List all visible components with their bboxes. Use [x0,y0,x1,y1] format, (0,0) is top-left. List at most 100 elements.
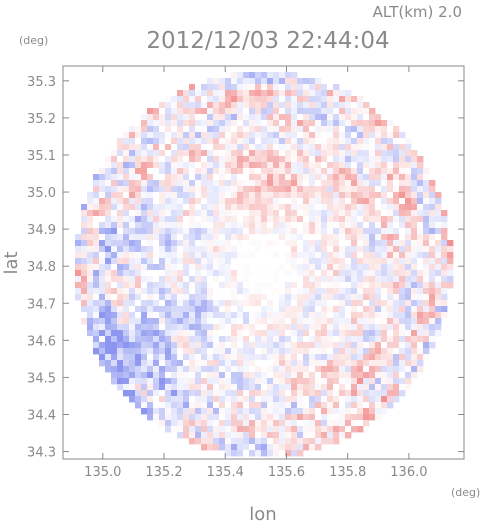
radar-cell [243,426,250,433]
radar-cell [357,390,364,397]
radar-cell [405,168,412,175]
radar-cell [201,312,208,319]
radar-cell [117,180,124,187]
radar-cell [165,354,172,361]
radar-cell [369,276,376,283]
radar-cell [87,282,94,289]
radar-cell [291,174,298,181]
radar-cell [357,150,364,157]
radar-cell [147,360,154,367]
radar-cell [123,318,130,325]
radar-cell [219,96,226,103]
radar-cell [213,216,220,223]
radar-cell [369,246,376,253]
y-tick-label: 34.4 [27,409,56,424]
radar-cell [261,444,268,451]
radar-cell [213,438,220,445]
radar-cell [129,270,136,277]
radar-cell [339,390,346,397]
radar-cell [291,294,298,301]
radar-cell [135,156,142,163]
radar-cell [423,276,430,283]
radar-cell [291,318,298,325]
radar-cell [267,192,274,199]
radar-cell [213,408,220,415]
radar-cell [87,318,94,325]
radar-cell [117,216,124,223]
radar-cell [219,318,226,325]
radar-cell [171,234,178,241]
radar-cell [225,372,232,379]
radar-cell [207,168,214,175]
radar-cell [267,414,274,421]
radar-cell [411,348,418,355]
radar-cell [423,192,430,199]
radar-cell [243,348,250,355]
radar-cell [339,126,346,133]
radar-cell [141,150,148,157]
radar-cell [147,234,154,241]
radar-cell [249,276,256,283]
radar-cell [375,174,382,181]
radar-cell [189,420,196,427]
radar-cell [375,258,382,265]
radar-cell [363,390,370,397]
radar-cell [267,420,274,427]
radar-cell [123,162,130,169]
radar-cell [339,342,346,349]
radar-cell [279,240,286,247]
radar-cell [435,234,442,241]
radar-cell [231,252,238,259]
radar-cell [237,354,244,361]
radar-cell [159,324,166,331]
radar-cell [363,246,370,253]
radar-cell [147,288,154,295]
radar-cell [279,324,286,331]
radar-cell [243,84,250,91]
radar-cell [417,240,424,247]
x-tick-label: 135.4 [207,465,244,480]
radar-cell [171,246,178,253]
radar-cell [375,306,382,313]
radar-cell [261,324,268,331]
radar-cell-layer [75,72,454,457]
radar-cell [183,204,190,211]
radar-cell [369,396,376,403]
radar-cell [117,270,124,277]
radar-cell [99,318,106,325]
radar-cell [249,402,256,409]
radar-cell [201,264,208,271]
radar-cell [123,330,130,337]
radar-cell [255,330,262,337]
radar-cell [81,222,88,229]
radar-cell [111,216,118,223]
radar-cell [303,192,310,199]
radar-cell [387,378,394,385]
radar-cell [159,396,166,403]
radar-cell [237,120,244,127]
radar-cell [249,150,256,157]
radar-cell [351,240,358,247]
radar-cell [111,264,118,271]
radar-cell [339,102,346,109]
radar-cell [183,360,190,367]
radar-cell [273,246,280,253]
radar-cell [375,240,382,247]
radar-cell [387,204,394,211]
radar-cell [213,324,220,331]
radar-cell [195,156,202,163]
radar-cell [303,384,310,391]
radar-cell [333,144,340,151]
radar-cell [363,192,370,199]
radar-cell [411,276,418,283]
radar-cell [267,354,274,361]
radar-cell [189,282,196,289]
radar-cell [393,288,400,295]
radar-cell [225,168,232,175]
radar-cell [303,288,310,295]
radar-cell [333,438,340,445]
radar-cell [285,330,292,337]
radar-cell [273,228,280,235]
radar-cell [135,276,142,283]
radar-cell [255,426,262,433]
